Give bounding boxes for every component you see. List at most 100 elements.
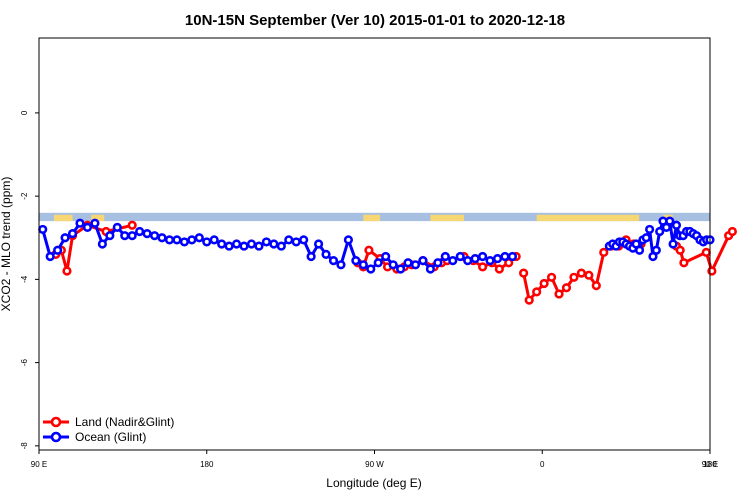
land-series-point	[679, 258, 689, 268]
land-series-point	[701, 247, 711, 257]
land-series-point	[478, 262, 488, 272]
ocean-series-point	[358, 260, 368, 270]
land-series-point	[554, 289, 564, 299]
ocean-series-point	[105, 231, 115, 241]
ocean-series-point	[645, 224, 655, 235]
ocean-series-point	[82, 222, 93, 232]
ocean-series-point	[485, 256, 495, 266]
ocean-series-point	[366, 264, 376, 274]
legend-entry-label: Ocean (Glint)	[75, 430, 146, 444]
ocean-series-point	[448, 256, 458, 266]
x-tick-label: 180	[200, 460, 214, 469]
ocean-series-point	[478, 251, 488, 262]
land-series-point	[591, 281, 601, 291]
series-layer	[38, 216, 737, 305]
x-axis-label: Longitude (deg E)	[326, 476, 421, 490]
land-series-point	[539, 278, 549, 289]
land-series-point	[675, 245, 685, 255]
land-series-point	[584, 270, 594, 280]
ocean-series-point	[336, 260, 346, 270]
ocean-series-point	[665, 216, 675, 226]
ocean-series-point	[373, 258, 383, 268]
ocean-series-point	[209, 235, 219, 245]
ocean-series-point	[97, 239, 107, 249]
y-tick-label: -4	[20, 275, 29, 283]
ocean-series-point	[60, 233, 70, 243]
ocean-series-point	[224, 241, 234, 251]
ocean-series-point	[246, 239, 257, 249]
coverage-band	[39, 212, 710, 222]
band-land-segment	[363, 214, 381, 222]
land-series-point	[561, 283, 572, 293]
chart-title: 10N-15N September (Ver 10) 2015-01-01 to…	[185, 12, 565, 29]
ocean-series-point	[328, 256, 339, 266]
legend: Land (Nadir&Glint)Ocean (Glint)	[43, 415, 174, 444]
ocean-series-point	[655, 226, 665, 237]
ocean-series-point	[381, 251, 391, 262]
x-tick-label: 180	[703, 460, 717, 469]
ocean-series-point	[120, 231, 130, 241]
band-land-segment	[91, 214, 105, 222]
ocean-series-point	[172, 235, 182, 245]
ocean-series-point	[179, 237, 189, 247]
ocean-series-point	[425, 264, 436, 274]
ocean-series-point	[321, 249, 331, 260]
ocean-series-point	[410, 260, 421, 270]
land-series-point	[576, 268, 586, 278]
legend-entry-label: Land (Nadir&Glint)	[75, 415, 174, 429]
land-series-point	[519, 268, 529, 278]
ocean-series-point	[440, 251, 450, 262]
ocean-series-point	[634, 245, 645, 255]
ocean-series-point	[239, 241, 249, 251]
band-land-segment	[53, 214, 73, 222]
ocean-series-point	[231, 239, 242, 249]
ocean-series-point	[157, 233, 167, 243]
ocean-series-point	[194, 233, 204, 243]
band-land-segment	[430, 214, 464, 222]
ocean-series-point	[500, 251, 510, 262]
ocean-series-point	[668, 239, 678, 249]
land-series-point	[127, 220, 137, 230]
ocean-series-point	[45, 251, 55, 262]
land-series-point	[62, 266, 72, 276]
ocean-series-point	[202, 237, 212, 247]
ocean-series-point	[403, 258, 413, 268]
ocean-series-point	[135, 226, 145, 237]
ocean-series-point	[75, 218, 85, 228]
ocean-series-point	[53, 245, 63, 255]
ocean-series-point	[276, 241, 286, 251]
ocean-series-point	[142, 228, 152, 239]
ocean-series-point	[254, 241, 264, 251]
ocean-series-point	[463, 256, 473, 266]
ocean-series-point	[433, 258, 443, 268]
x-tick-label: 90 E	[31, 460, 47, 469]
band-land-segment	[536, 214, 640, 222]
ocean-series-point	[67, 228, 78, 239]
land-series-point	[569, 272, 579, 282]
x-tick-label: 90 W	[365, 460, 384, 469]
y-tick-label: -2	[20, 192, 29, 200]
ocean-series-point	[90, 218, 100, 228]
land-series-point	[364, 245, 374, 255]
ocean-series-point	[492, 253, 503, 264]
ocean-series-point	[269, 239, 279, 249]
land-series-point	[599, 247, 609, 257]
x-tick-label: 90 E	[702, 460, 718, 469]
ocean-series-point	[261, 237, 271, 247]
land-series-point	[532, 287, 542, 297]
ocean-series-point	[306, 251, 316, 262]
ocean-series-point	[112, 222, 122, 232]
ocean-series-point	[395, 264, 406, 274]
land-series-point	[524, 295, 534, 305]
x-tick-label: 0	[540, 460, 545, 469]
ocean-series-point	[149, 231, 160, 241]
ocean-series-point	[299, 235, 309, 245]
ocean-series-point	[507, 251, 518, 262]
legend-swatch-point	[50, 431, 62, 443]
ocean-series-point	[343, 235, 354, 245]
ocean-series-point	[388, 260, 398, 270]
y-tick-label: -8	[20, 442, 29, 450]
ocean-series-point	[641, 233, 651, 243]
land-series-point	[546, 272, 557, 282]
